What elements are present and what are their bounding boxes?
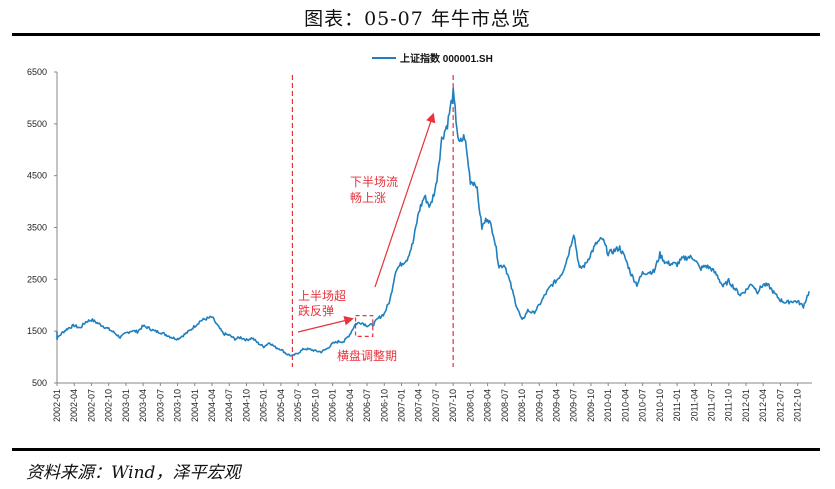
x-tick-label: 2008-01 — [465, 389, 475, 422]
x-tick-label: 2006-01 — [328, 389, 338, 422]
figure-title: 图表：05-07 年牛市总览 — [304, 8, 531, 30]
x-tick-label: 2002-01 — [52, 389, 62, 422]
top-rule — [12, 33, 820, 36]
bottom-rule — [12, 448, 820, 451]
x-tick-label: 2006-10 — [379, 389, 389, 422]
x-tick-label: 2008-04 — [483, 389, 493, 422]
x-tick-label: 2008-07 — [500, 389, 510, 422]
annotation-text: 横盘调整期 — [337, 348, 397, 363]
y-tick-label: 6500 — [27, 67, 47, 77]
x-tick-label: 2003-01 — [121, 389, 131, 422]
x-tick-label: 2003-04 — [138, 389, 148, 422]
y-tick-label: 4500 — [27, 171, 47, 181]
x-tick-label: 2005-01 — [259, 389, 269, 422]
x-tick-label: 2005-07 — [293, 389, 303, 422]
x-tick-label: 2004-04 — [207, 389, 217, 422]
consolidation-box — [354, 315, 374, 337]
x-tick-label: 2008-10 — [517, 389, 527, 422]
x-tick-label: 2007-04 — [414, 389, 424, 422]
y-tick-label: 2500 — [27, 274, 47, 284]
x-tick-label: 2007-01 — [396, 389, 406, 422]
x-tick-label: 2010-04 — [620, 389, 630, 422]
x-tick-label: 2011-07 — [707, 389, 717, 421]
x-tick-label: 2004-01 — [190, 389, 200, 422]
x-tick-label: 2002-04 — [69, 389, 79, 422]
x-tick-label: 2009-04 — [552, 389, 562, 422]
x-tick-label: 2012-04 — [758, 389, 768, 422]
x-tick-label: 2002-07 — [86, 389, 96, 422]
series-line-shanghai-index — [56, 87, 810, 357]
legend-label: 上证指数 000001.SH — [400, 52, 493, 65]
x-tick-label: 2003-10 — [173, 389, 183, 422]
x-tick-label: 2011-10 — [724, 389, 734, 421]
source-note: 资料来源：Wind，泽平宏观 — [26, 463, 241, 483]
annotation-text: 上半场超 — [298, 288, 346, 303]
y-tick-label: 5500 — [27, 119, 47, 129]
x-tick-label: 2010-07 — [638, 389, 648, 422]
annotation-text: 跌反弹 — [298, 303, 334, 318]
x-tick-label: 2012-07 — [775, 389, 785, 422]
x-tick-label: 2005-04 — [276, 389, 286, 422]
x-axis: 2002-01 2002-04 2002-07 2002-10 2003-01 2003-… — [52, 382, 812, 422]
x-tick-label: 2012-01 — [741, 389, 751, 422]
x-tick-label: 2007-07 — [431, 389, 441, 422]
x-tick-label: 2010-01 — [603, 389, 613, 422]
x-tick-label: 2006-07 — [362, 389, 372, 422]
annotation-text: 下半场流 — [350, 175, 398, 189]
y-tick-label: 1500 — [27, 326, 47, 336]
x-tick-label: 2006-04 — [345, 389, 355, 422]
x-tick-label: 2004-10 — [241, 389, 251, 422]
x-tick-label: 2002-10 — [104, 389, 114, 422]
x-tick-label: 2011-04 — [689, 389, 699, 421]
vertical-markers — [291, 75, 454, 367]
x-tick-label: 2004-07 — [224, 389, 234, 422]
arrow-second-half — [374, 112, 436, 288]
legend: 上证指数 000001.SH — [372, 52, 493, 65]
x-tick-label: 2010-10 — [655, 389, 665, 422]
x-tick-label: 2009-01 — [534, 389, 544, 422]
y-tick-label: 500 — [32, 378, 47, 388]
annotation-text: 畅上涨 — [350, 190, 386, 205]
y-axis: 500 1500 2500 3500 4500 5500 6500 — [27, 67, 58, 388]
x-tick-label: 2009-07 — [569, 389, 579, 422]
x-tick-label: 2009-10 — [586, 389, 596, 422]
series-layer — [56, 87, 810, 357]
x-tick-label: 2012-10 — [793, 389, 803, 422]
x-tick-label: 2007-10 — [448, 389, 458, 422]
x-tick-label: 2003-07 — [155, 389, 165, 422]
y-tick-label: 3500 — [27, 223, 47, 233]
arrow-first-half — [297, 316, 354, 333]
x-tick-label: 2005-10 — [310, 389, 320, 422]
x-tick-label: 2011-01 — [672, 389, 682, 421]
